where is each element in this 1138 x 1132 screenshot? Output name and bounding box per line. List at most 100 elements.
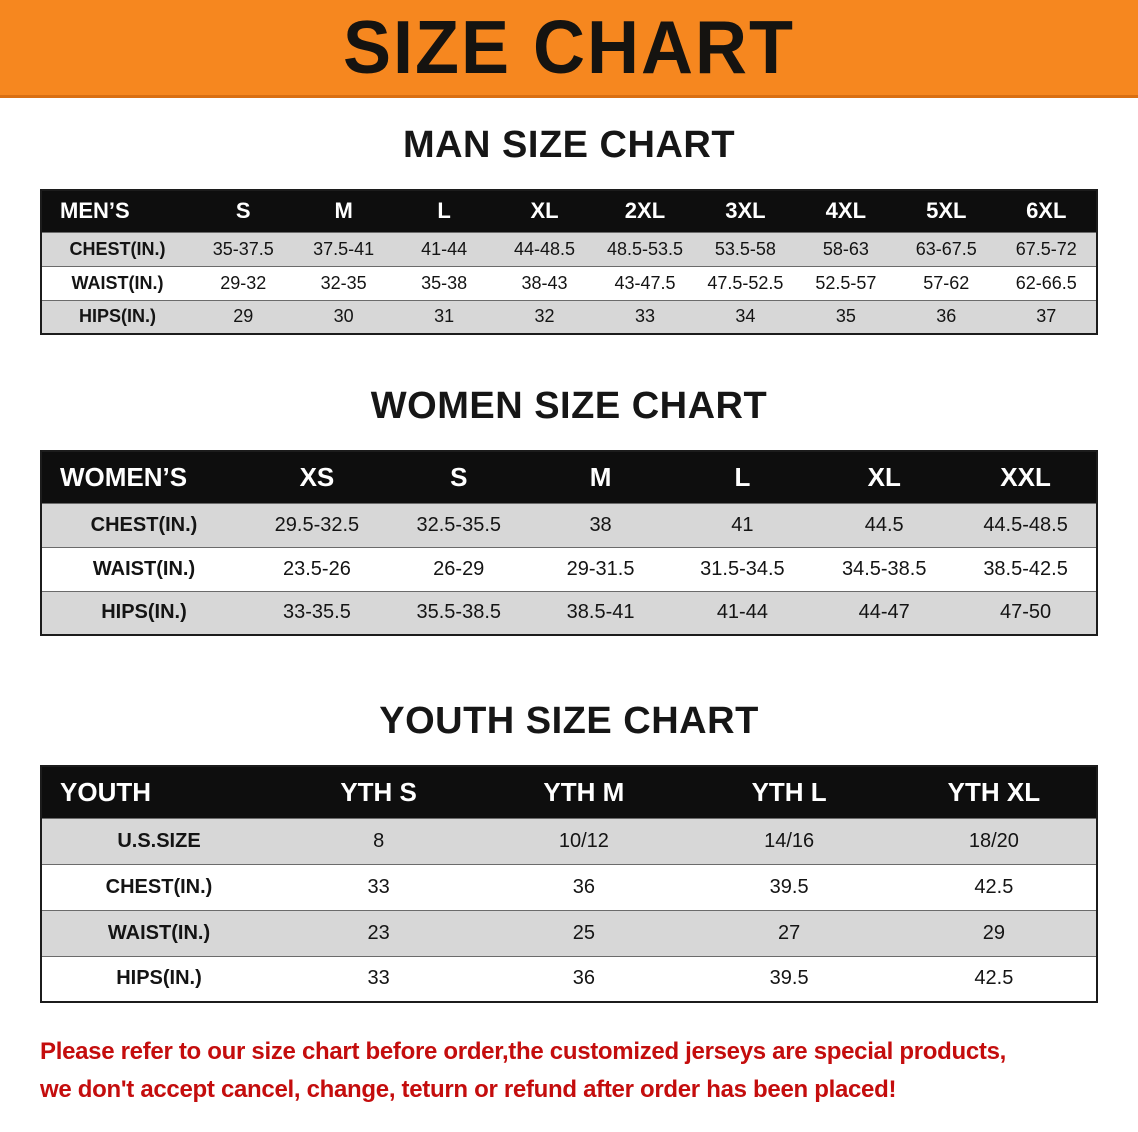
size-value-cell: 38 bbox=[589, 513, 612, 536]
size-value-cell: 34.5-38.5 bbox=[841, 557, 927, 580]
women-table-title: WOMEN’S bbox=[41, 451, 246, 503]
men-size-table: MEN’S S M L XL 2XL 3XL 4XL 5XL 6XL CHEST(IN.) 35-37… bbox=[40, 189, 1098, 335]
size-column-header: XS bbox=[246, 451, 388, 503]
size-value-cell: 41-44 bbox=[716, 601, 768, 624]
size-value-cell: 41 bbox=[731, 513, 754, 536]
size-value-cell: 29.5-32.5 bbox=[274, 513, 360, 536]
size-value-cell: 23.5-26 bbox=[282, 557, 351, 580]
men-measurement-row: HIPS(IN.) 29 30 31 32 33 34 35 36 37 bbox=[41, 300, 1097, 334]
measurement-row-label: HIPS(IN.) bbox=[101, 601, 187, 624]
disclaimer-text: Please refer to our size chart before or… bbox=[40, 1033, 1138, 1109]
size-column-header: XL bbox=[494, 190, 595, 232]
size-column-header: YTH L bbox=[686, 766, 892, 818]
size-value-cell: 48.5-53.5 bbox=[606, 238, 683, 259]
size-value-cell: 57-62 bbox=[923, 272, 970, 293]
men-table-title: MEN’S bbox=[41, 190, 193, 232]
size-value-cell: 18/20 bbox=[968, 829, 1019, 852]
youth-measurement-row: U.S.SIZE 8 10/12 14/16 18/20 bbox=[41, 818, 1097, 864]
men-header-row: MEN’S S M L XL 2XL 3XL 4XL 5XL 6XL bbox=[41, 190, 1097, 232]
measurement-row-label: HIPS(IN.) bbox=[78, 306, 156, 327]
size-value-cell: 38-43 bbox=[521, 272, 568, 293]
measurement-row-label: CHEST(IN.) bbox=[69, 238, 166, 259]
youth-table-title: YOUTH bbox=[41, 766, 276, 818]
measurement-row-label: WAIST(IN.) bbox=[71, 272, 164, 293]
size-value-cell: 8 bbox=[373, 829, 385, 852]
men-measurement-row: WAIST(IN.) 29-32 32-35 35-38 38-43 43-47.5 47.… bbox=[41, 266, 1097, 300]
size-value-cell: 32-35 bbox=[320, 272, 367, 293]
size-column-header: XL bbox=[813, 451, 956, 503]
size-value-cell: 47.5-52.5 bbox=[707, 272, 784, 293]
size-column-header: 2XL bbox=[594, 190, 696, 232]
disclaimer-line-2: we don't accept cancel, change, teturn o… bbox=[40, 1076, 897, 1103]
size-value-cell: 44-47 bbox=[858, 601, 910, 624]
size-value-cell: 62-66.5 bbox=[1015, 272, 1077, 293]
youth-measurement-row: HIPS(IN.) 33 36 39.5 42.5 bbox=[41, 956, 1097, 1002]
women-measurement-row: WAIST(IN.) 23.5-26 26-29 29-31.5 31.5-34.5 34… bbox=[41, 547, 1097, 591]
size-value-cell: 38.5-41 bbox=[566, 601, 635, 624]
size-value-cell: 44-48.5 bbox=[514, 238, 576, 259]
size-value-cell: 36 bbox=[572, 967, 595, 990]
size-value-cell: 37.5-41 bbox=[313, 238, 375, 259]
size-value-cell: 27 bbox=[778, 921, 801, 944]
size-value-cell: 32.5-35.5 bbox=[416, 513, 501, 536]
youth-section-heading: YOUTH SIZE CHART bbox=[379, 700, 759, 742]
size-value-cell: 39.5 bbox=[769, 875, 809, 898]
size-value-cell: 29-32 bbox=[220, 272, 267, 293]
size-value-cell: 33 bbox=[367, 967, 390, 990]
measurement-row-label: CHEST(IN.) bbox=[105, 875, 213, 898]
size-value-cell: 33-35.5 bbox=[282, 601, 351, 624]
size-value-cell: 33 bbox=[634, 306, 655, 327]
size-value-cell: 31 bbox=[434, 306, 455, 327]
size-value-cell: 44.5 bbox=[864, 513, 904, 536]
size-column-header: YTH XL bbox=[891, 766, 1097, 818]
women-section-heading: WOMEN SIZE CHART bbox=[370, 385, 768, 427]
size-value-cell: 44.5-48.5 bbox=[983, 513, 1068, 536]
size-column-header: 3XL bbox=[695, 190, 796, 232]
size-value-cell: 29 bbox=[233, 306, 254, 327]
disclaimer-line-1: Please refer to our size chart before or… bbox=[40, 1038, 1006, 1065]
women-header-row: WOMEN’S XS S M L XL XXL bbox=[41, 451, 1097, 503]
size-value-cell: 30 bbox=[333, 306, 354, 327]
women-size-section: WOMEN SIZE CHART WOMEN’S XS S M L XL XXL CHEST(… bbox=[0, 385, 1138, 636]
size-value-cell: 33 bbox=[367, 875, 390, 898]
youth-size-table: YOUTH YTH S YTH M YTH L YTH XL U.S.SIZE 8 10/12… bbox=[40, 765, 1098, 1003]
size-value-cell: 67.5-72 bbox=[1015, 238, 1077, 259]
size-value-cell: 37 bbox=[1036, 306, 1057, 327]
size-value-cell: 34 bbox=[735, 306, 756, 327]
size-value-cell: 47-50 bbox=[999, 601, 1052, 624]
size-value-cell: 26-29 bbox=[433, 557, 485, 580]
measurement-row-label: CHEST(IN.) bbox=[90, 513, 198, 536]
size-column-header: 6XL bbox=[996, 190, 1097, 232]
size-value-cell: 14/16 bbox=[764, 829, 815, 852]
size-column-header: 5XL bbox=[896, 190, 997, 232]
size-column-header: 4XL bbox=[795, 190, 897, 232]
size-value-cell: 39.5 bbox=[769, 967, 809, 990]
women-measurement-row: HIPS(IN.) 33-35.5 35.5-38.5 38.5-41 41-44 44-… bbox=[41, 591, 1097, 635]
measurement-row-label: U.S.SIZE bbox=[117, 829, 201, 852]
size-column-header: M bbox=[293, 190, 394, 232]
size-value-cell: 43-47.5 bbox=[614, 272, 676, 293]
size-value-cell: 63-67.5 bbox=[915, 238, 977, 259]
size-value-cell: 35.5-38.5 bbox=[416, 601, 501, 624]
size-chart-banner: SIZE CHART bbox=[0, 0, 1138, 98]
size-value-cell: 35-37.5 bbox=[212, 238, 274, 259]
size-value-cell: 36 bbox=[936, 306, 957, 327]
men-size-section: MAN SIZE CHART MEN’S S M L XL 2XL 3XL 4XL 5XL 6XL… bbox=[0, 124, 1138, 335]
measurement-row-label: WAIST(IN.) bbox=[92, 557, 196, 580]
size-value-cell: 23 bbox=[367, 921, 390, 944]
size-column-header: M bbox=[529, 451, 672, 503]
youth-size-section: YOUTH SIZE CHART YOUTH YTH S YTH M YTH L YTH… bbox=[0, 700, 1138, 1003]
size-value-cell: 52.5-57 bbox=[815, 272, 877, 293]
size-value-cell: 25 bbox=[572, 921, 595, 944]
size-value-cell: 35-38 bbox=[421, 272, 468, 293]
youth-measurement-row: CHEST(IN.) 33 36 39.5 42.5 bbox=[41, 864, 1097, 910]
size-value-cell: 32 bbox=[534, 306, 555, 327]
size-value-cell: 29 bbox=[982, 921, 1005, 944]
size-column-header: L bbox=[393, 190, 495, 232]
women-size-table: WOMEN’S XS S M L XL XXL CHEST(IN.) 29.5-32.5 32.5… bbox=[40, 450, 1098, 636]
size-value-cell: 35 bbox=[835, 306, 856, 327]
size-value-cell: 29-31.5 bbox=[566, 557, 635, 580]
size-column-header: YTH M bbox=[481, 766, 687, 818]
youth-header-row: YOUTH YTH S YTH M YTH L YTH XL bbox=[41, 766, 1097, 818]
men-section-heading: MAN SIZE CHART bbox=[402, 124, 736, 166]
